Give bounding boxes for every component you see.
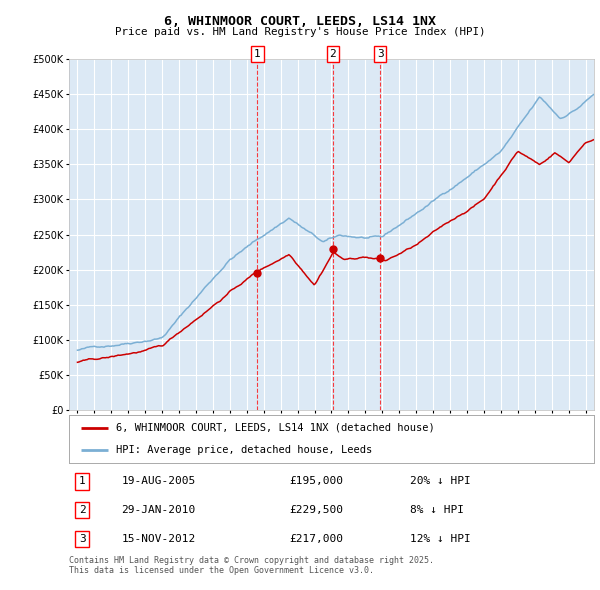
Text: £195,000: £195,000 <box>290 476 343 486</box>
Text: 15-NOV-2012: 15-NOV-2012 <box>121 534 196 544</box>
Text: 2: 2 <box>79 505 86 515</box>
Text: 19-AUG-2005: 19-AUG-2005 <box>121 476 196 486</box>
Text: HPI: Average price, detached house, Leeds: HPI: Average price, detached house, Leed… <box>116 445 373 455</box>
Text: Contains HM Land Registry data © Crown copyright and database right 2025.
This d: Contains HM Land Registry data © Crown c… <box>69 556 434 575</box>
Text: 1: 1 <box>254 49 261 59</box>
Text: 6, WHINMOOR COURT, LEEDS, LS14 1NX (detached house): 6, WHINMOOR COURT, LEEDS, LS14 1NX (deta… <box>116 423 435 433</box>
Text: 20% ↓ HPI: 20% ↓ HPI <box>410 476 471 486</box>
Text: 2: 2 <box>329 49 336 59</box>
Text: 12% ↓ HPI: 12% ↓ HPI <box>410 534 471 544</box>
Text: 3: 3 <box>377 49 383 59</box>
Text: 6, WHINMOOR COURT, LEEDS, LS14 1NX: 6, WHINMOOR COURT, LEEDS, LS14 1NX <box>164 15 436 28</box>
Text: £217,000: £217,000 <box>290 534 343 544</box>
Text: 3: 3 <box>79 534 86 544</box>
Text: 29-JAN-2010: 29-JAN-2010 <box>121 505 196 515</box>
Text: 1: 1 <box>79 476 86 486</box>
Text: Price paid vs. HM Land Registry's House Price Index (HPI): Price paid vs. HM Land Registry's House … <box>115 27 485 37</box>
Text: £229,500: £229,500 <box>290 505 343 515</box>
Text: 8% ↓ HPI: 8% ↓ HPI <box>410 505 464 515</box>
